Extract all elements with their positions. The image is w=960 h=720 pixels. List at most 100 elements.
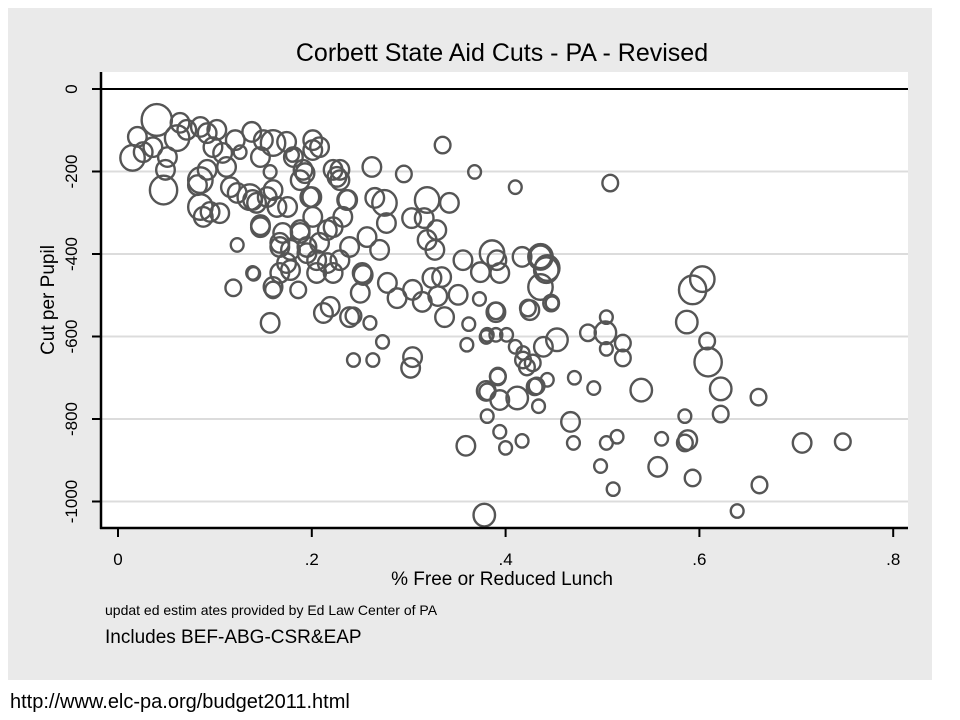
data-point bbox=[532, 335, 554, 358]
data-point bbox=[530, 398, 547, 415]
data-point bbox=[345, 352, 362, 368]
data-point bbox=[528, 244, 553, 270]
data-point bbox=[433, 135, 452, 155]
x-axis-title: % Free or Reduced Lunch bbox=[391, 569, 613, 590]
data-point bbox=[302, 139, 324, 162]
data-point bbox=[455, 434, 477, 457]
data-point bbox=[361, 155, 383, 178]
y-tick-label: 0 bbox=[62, 84, 81, 93]
data-point bbox=[269, 231, 291, 254]
data-point bbox=[289, 169, 311, 192]
data-point bbox=[356, 226, 378, 249]
data-point bbox=[601, 173, 620, 193]
data-point bbox=[371, 188, 398, 217]
data-point bbox=[542, 293, 561, 313]
data-point bbox=[209, 202, 231, 225]
chart-title: Corbett State Aid Cuts - PA - Revised bbox=[296, 39, 708, 67]
y-tick-label: -600 bbox=[62, 319, 81, 353]
data-point bbox=[683, 468, 702, 488]
data-point bbox=[750, 475, 769, 495]
data-point bbox=[749, 387, 768, 407]
data-point bbox=[466, 163, 483, 180]
source-url: http://www.elc-pa.org/budget2011.html bbox=[10, 691, 350, 713]
y-tick-label: -800 bbox=[62, 402, 81, 436]
data-point bbox=[344, 306, 363, 326]
data-point bbox=[365, 352, 381, 368]
data-point bbox=[647, 455, 669, 478]
data-point bbox=[364, 186, 386, 209]
data-point bbox=[289, 219, 311, 242]
data-point bbox=[402, 346, 424, 369]
data-point bbox=[400, 356, 422, 379]
x-tick-label: 0 bbox=[113, 550, 122, 569]
data-point bbox=[176, 118, 198, 141]
x-tick-label: .4 bbox=[499, 550, 513, 569]
data-point bbox=[711, 404, 730, 424]
data-point bbox=[279, 259, 301, 282]
note-source: updat ed estim ates provided by Ed Law C… bbox=[105, 602, 438, 618]
data-point bbox=[674, 309, 699, 335]
data-point bbox=[192, 205, 214, 228]
data-point bbox=[447, 283, 469, 306]
data-point bbox=[578, 323, 598, 343]
data-point bbox=[486, 301, 505, 321]
data-point bbox=[654, 430, 670, 447]
data-point bbox=[492, 423, 508, 440]
plot-region-background bbox=[101, 72, 908, 528]
data-point bbox=[677, 408, 693, 425]
data-point bbox=[362, 314, 378, 331]
data-point bbox=[592, 458, 609, 474]
y-tick-label: -200 bbox=[62, 154, 81, 188]
axes: 0 -200 -400 -600 -800 -1000 0 .2 .4 .6 .8 bbox=[62, 72, 908, 569]
data-point bbox=[472, 502, 497, 528]
data-point bbox=[306, 262, 328, 284]
data-point bbox=[299, 186, 321, 209]
y-tick-label: -400 bbox=[62, 237, 81, 271]
data-point bbox=[613, 333, 632, 353]
data-point bbox=[629, 377, 654, 403]
data-point bbox=[329, 169, 351, 192]
y-tick-label: -1000 bbox=[62, 480, 81, 523]
data-point bbox=[498, 439, 514, 456]
data-point bbox=[376, 271, 398, 294]
data-point bbox=[586, 380, 602, 396]
data-point bbox=[708, 376, 733, 402]
data-point bbox=[609, 428, 625, 445]
data-point bbox=[262, 276, 284, 298]
data-point bbox=[289, 280, 308, 300]
data-point bbox=[688, 265, 716, 294]
x-tick-label: .2 bbox=[305, 550, 319, 569]
data-point bbox=[386, 287, 408, 310]
data-point bbox=[163, 124, 191, 153]
data-point bbox=[219, 176, 241, 199]
data-point bbox=[196, 122, 218, 145]
data-point bbox=[262, 163, 278, 180]
data-point bbox=[598, 340, 614, 357]
data-point bbox=[698, 331, 717, 351]
data-point bbox=[262, 179, 284, 202]
data-point bbox=[189, 115, 211, 138]
data-point bbox=[266, 196, 288, 218]
data-point bbox=[142, 136, 164, 159]
data-point bbox=[329, 249, 351, 272]
data-point bbox=[224, 278, 243, 298]
data-point bbox=[677, 274, 708, 306]
data-point bbox=[413, 207, 435, 230]
x-tick-label: .6 bbox=[692, 550, 706, 569]
data-point bbox=[401, 207, 423, 230]
data-point bbox=[302, 129, 324, 152]
data-point bbox=[369, 238, 391, 261]
data-point bbox=[605, 481, 621, 498]
data-point bbox=[229, 237, 245, 253]
data-point bbox=[154, 158, 176, 181]
data-point bbox=[693, 346, 723, 378]
data-point bbox=[675, 433, 694, 453]
data-point bbox=[486, 249, 508, 272]
data-point bbox=[532, 256, 560, 285]
data-point bbox=[488, 366, 507, 386]
data-point bbox=[514, 432, 530, 449]
data-point bbox=[518, 298, 537, 318]
data-point bbox=[434, 306, 456, 329]
data-point bbox=[259, 129, 287, 158]
data-point bbox=[527, 272, 554, 302]
